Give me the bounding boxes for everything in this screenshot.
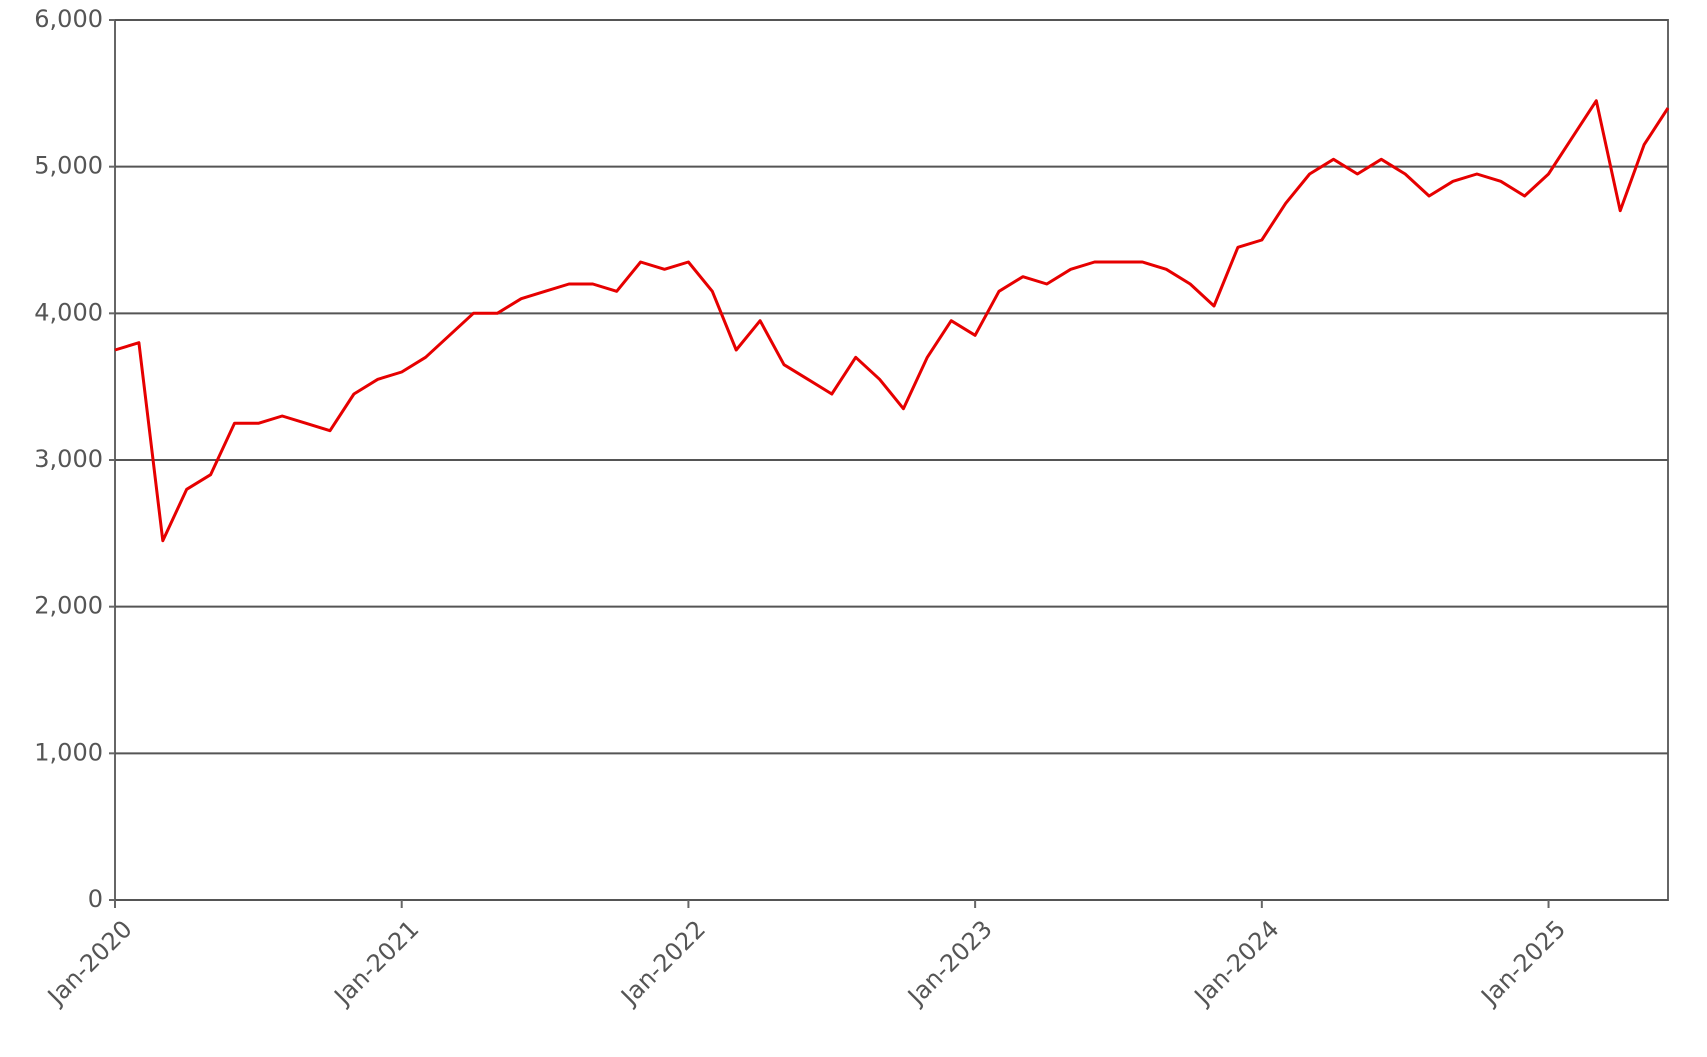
x-tick-label: Jan-2020 (41, 915, 138, 1012)
line-series (114, 99, 1670, 543)
x-tick-label: Jan-2022 (614, 915, 711, 1012)
y-tick-label: 6,000 (34, 5, 103, 33)
y-tick-label: 0 (88, 885, 103, 913)
x-tick-label: Jan-2025 (1475, 915, 1572, 1012)
x-tick-label: Jan-2024 (1188, 915, 1285, 1012)
y-tick-label: 4,000 (34, 298, 103, 326)
x-tick-label: Jan-2023 (901, 915, 998, 1012)
y-tick-label: 1,000 (34, 738, 103, 766)
x-tick-label: Jan-2021 (328, 915, 425, 1012)
y-tick-label: 2,000 (34, 592, 103, 620)
y-tick-label: 3,000 (34, 445, 103, 473)
y-tick-label: 5,000 (34, 152, 103, 180)
